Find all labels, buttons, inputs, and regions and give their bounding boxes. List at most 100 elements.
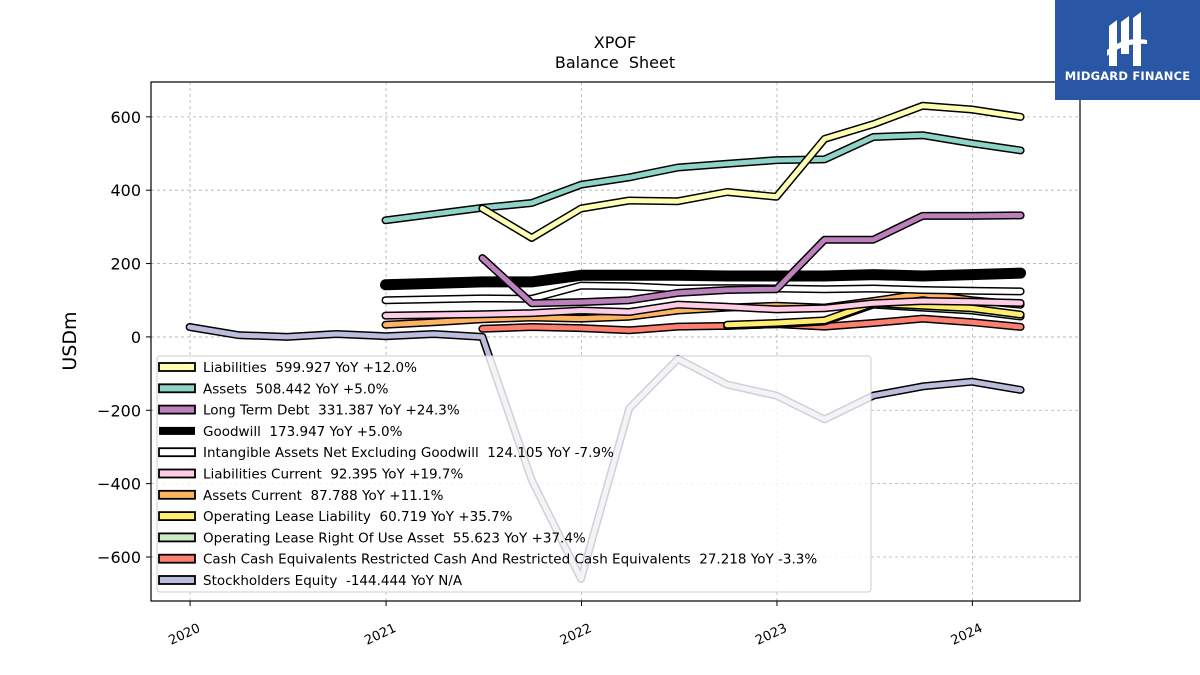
data-point [824, 138, 826, 140]
y-tick-label: 0 [131, 328, 141, 347]
data-point [824, 239, 826, 241]
data-point [872, 302, 874, 304]
data-point [677, 292, 679, 294]
data-point [726, 163, 728, 165]
legend-entry: Operating Lease Liability 60.719 YoY +35… [203, 509, 513, 525]
legend-entry: Liabilities Current 92.395 YoY +19.7% [203, 467, 463, 483]
legend-entry: Goodwill 173.947 YoY +5.0% [203, 424, 403, 440]
legend-entry: Liabilities 599.927 YoY +12.0% [203, 360, 417, 376]
data-point [628, 329, 630, 331]
data-point [1020, 326, 1022, 328]
data-point [286, 336, 288, 338]
data-point [872, 274, 874, 276]
data-point [481, 318, 483, 320]
data-point [922, 318, 924, 320]
data-point [775, 308, 778, 310]
data-point [384, 299, 387, 301]
legend-swatch [158, 447, 196, 458]
legend-swatch [158, 575, 196, 585]
data-point [922, 105, 924, 107]
data-point [677, 326, 679, 328]
data-point [824, 326, 826, 328]
data-point [824, 288, 826, 290]
series-stroke [479, 103, 1024, 241]
data-point [433, 321, 435, 323]
data-point [481, 257, 483, 259]
legend-swatch [158, 489, 196, 500]
data-point [677, 287, 679, 290]
data-point [531, 326, 533, 328]
data-point [531, 312, 533, 314]
x-tick-label: 2020 [166, 621, 202, 649]
y-tick-label: 200 [110, 255, 141, 274]
data-point [922, 385, 924, 387]
data-point [628, 311, 630, 313]
data-point [726, 191, 728, 193]
legend-swatch [159, 426, 195, 435]
data-point [384, 219, 387, 221]
data-point [189, 326, 191, 328]
data-point [531, 202, 533, 204]
data-point [531, 302, 533, 304]
data-point [1020, 214, 1022, 216]
legend-entry: Assets 508.442 YoY +5.0% [203, 381, 389, 397]
data-point [922, 300, 924, 302]
data-point [1020, 389, 1022, 391]
y-axis-label: USDm [59, 311, 81, 370]
legend: Liabilities 599.927 YoY +12.0% Assets 508… [156, 355, 872, 593]
data-point [580, 274, 582, 276]
data-point [237, 334, 239, 336]
data-point [922, 289, 924, 291]
data-point [580, 301, 582, 303]
data-point [775, 275, 778, 277]
data-point [628, 176, 630, 178]
data-point [481, 313, 483, 315]
data-point [628, 199, 630, 202]
data-point [677, 200, 679, 202]
data-point [922, 134, 924, 136]
series-line-8 [478, 211, 1025, 308]
data-point [971, 290, 973, 292]
data-point [971, 307, 973, 309]
data-point [726, 306, 728, 308]
brand-name: MIDGARD FINANCE [1064, 69, 1191, 83]
data-point [922, 305, 924, 307]
legend-swatch [158, 468, 196, 479]
data-point [384, 315, 387, 317]
data-point [433, 282, 435, 284]
data-point [872, 239, 874, 241]
data-point [481, 281, 483, 283]
legend-swatch [158, 511, 196, 521]
data-point [677, 274, 679, 276]
data-point [384, 284, 387, 286]
legend-box [156, 355, 872, 593]
legend-entry: Intangible Assets Net Excluding Goodwill… [203, 445, 614, 461]
data-point [922, 215, 924, 217]
data-point [971, 274, 973, 276]
legend-swatch [158, 553, 196, 564]
data-point [531, 237, 533, 239]
data-point [775, 196, 778, 198]
midgard-logo-icon [1107, 12, 1147, 66]
legend-entry: Stockholders Equity -144.444 YoY N/A [203, 573, 463, 589]
x-tick-label: 2023 [753, 621, 789, 649]
legend-entry: Long Term Debt 331.387 YoY +24.3% [203, 403, 460, 419]
data-point [531, 316, 533, 319]
data-point [971, 321, 973, 323]
data-point [922, 275, 924, 277]
data-point [971, 301, 973, 303]
x-tick-label: 2024 [949, 621, 985, 649]
data-point [1020, 116, 1022, 118]
series-line-7 [380, 267, 1027, 291]
legend-entry: Operating Lease Right Of Use Asset 55.62… [203, 530, 586, 546]
data-point [580, 318, 582, 320]
legend-entry: Assets Current 87.788 YoY +11.1% [203, 488, 444, 504]
data-point [1020, 272, 1022, 274]
data-point [872, 123, 874, 125]
data-point [872, 322, 874, 324]
data-point [1020, 302, 1022, 304]
data-point [481, 336, 483, 338]
data-point [580, 309, 582, 312]
brand-logo: MIDGARD FINANCE [1055, 0, 1200, 100]
y-tick-label: −400 [97, 475, 141, 494]
